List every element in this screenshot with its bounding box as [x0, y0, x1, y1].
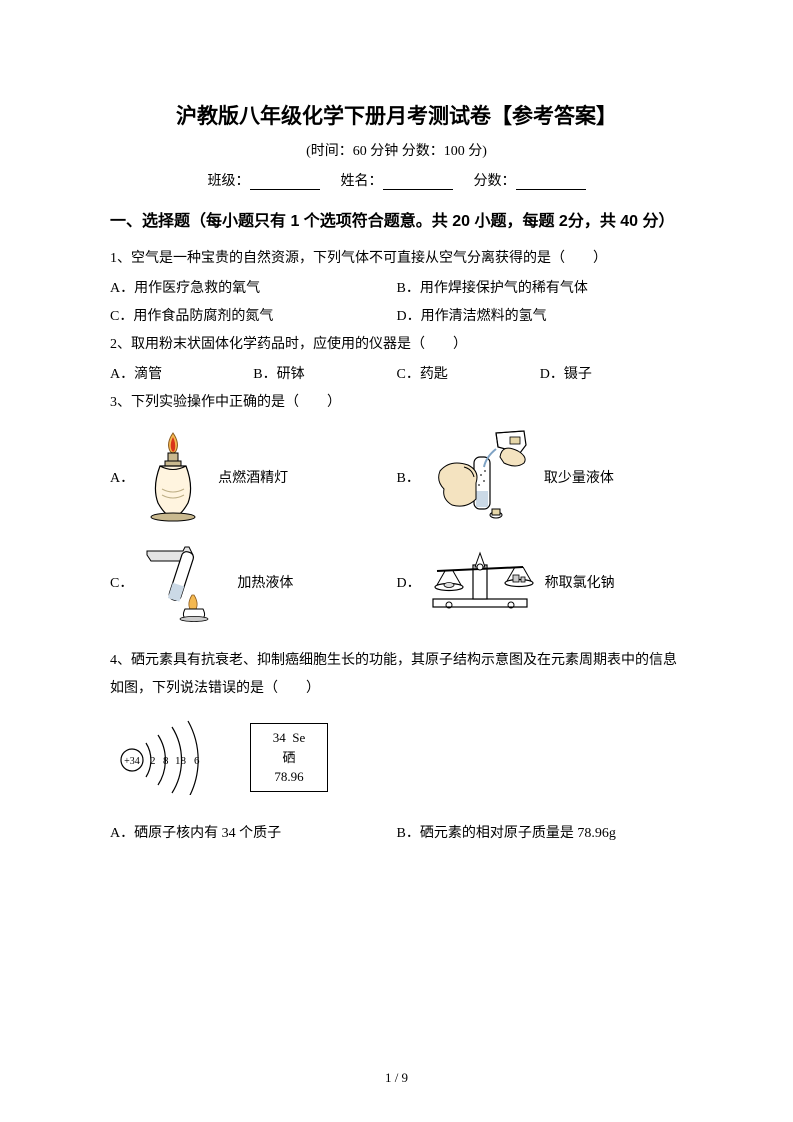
periodic-element-box: 34 Se 硒 78.96 [250, 723, 328, 792]
nucleus-text: +34 [124, 756, 140, 767]
element-mass: 78.96 [251, 767, 327, 787]
class-blank [250, 175, 320, 190]
q3-opt-c: C． 加热液体 [110, 537, 397, 627]
q1-opt-b: B．用作焊接保护气的稀有气体 [397, 275, 684, 303]
element-top-row: 34 Se [251, 728, 327, 748]
q3-b-letter: B． [397, 467, 420, 487]
q1-opt-d: D．用作清洁燃料的氢气 [397, 303, 684, 331]
q1-options-row2: C．用作食品防腐剂的氮气 D．用作清洁燃料的氢气 [110, 303, 683, 331]
q1-options-row1: A．用作医疗急救的氧气 B．用作焊接保护气的稀有气体 [110, 275, 683, 303]
score-label: 分数： [474, 174, 516, 189]
name-label: 姓名： [341, 174, 383, 189]
q4-opt-b: B．硒元素的相对原子质量是 78.96g [397, 820, 684, 848]
class-label: 班级： [208, 174, 250, 189]
q2-options: A．滴管 B．研钵 C．药匙 D．镊子 [110, 361, 683, 389]
page-container: 沪教版八年级化学下册月考测试卷【参考答案】 (时间：60 分钟 分数：100 分… [0, 0, 793, 1122]
atom-structure-icon: +34 2 8 18 6 [110, 715, 220, 800]
shell-1: 2 [150, 755, 156, 767]
q1-opt-a: A．用作医疗急救的氧气 [110, 275, 397, 303]
alcohol-lamp-icon [138, 427, 208, 527]
section-1-header: 一、选择题（每小题只有 1 个选项符合题意。共 20 小题，每题 2分，共 40… [110, 204, 683, 239]
q4-stem: 4、硒元素具有抗衰老、抑制癌细胞生长的功能，其原子结构示意图及在元素周期表中的信… [110, 647, 683, 703]
heating-liquid-icon [137, 537, 227, 627]
q2-opt-c: C．药匙 [397, 361, 540, 389]
q3-a-caption: 点燃酒精灯 [218, 467, 288, 487]
name-blank [383, 175, 453, 190]
score-blank [516, 175, 586, 190]
q2-opt-b: B．研钵 [253, 361, 396, 389]
q3-c-caption: 加热液体 [237, 572, 293, 592]
balance-scale-icon [425, 545, 535, 620]
q3-stem: 3、下列实验操作中正确的是（ ） [110, 389, 683, 417]
exam-title: 沪教版八年级化学下册月考测试卷【参考答案】 [110, 100, 683, 130]
shell-2: 8 [163, 755, 169, 767]
shell-4: 6 [194, 755, 200, 767]
q3-d-letter: D． [397, 572, 421, 592]
q3-image-options: A． 点燃酒精灯 B． [110, 427, 683, 637]
q3-c-letter: C． [110, 572, 133, 592]
q2-opt-a: A．滴管 [110, 361, 253, 389]
exam-subtitle: (时间：60 分钟 分数：100 分) [110, 140, 683, 160]
page-number: 1 / 9 [0, 1070, 793, 1086]
q3-a-letter: A． [110, 467, 134, 487]
q3-d-caption: 称取氯化钠 [545, 572, 615, 592]
q3-opt-b: B． 取少量液体 [397, 427, 684, 527]
pouring-liquid-icon [424, 427, 534, 527]
q4-figure-row: +34 2 8 18 6 34 Se 硒 78.96 [110, 715, 683, 800]
info-line: 班级： 姓名： 分数： [110, 170, 683, 190]
q1-opt-c: C．用作食品防腐剂的氮气 [110, 303, 397, 331]
q1-stem: 1、空气是一种宝贵的自然资源，下列气体不可直接从空气分离获得的是（ ） [110, 245, 683, 273]
element-symbol: Se [292, 730, 305, 745]
shell-3: 18 [175, 755, 187, 767]
q4-opt-a: A．硒原子核内有 34 个质子 [110, 820, 397, 848]
q2-opt-d: D．镊子 [540, 361, 683, 389]
element-name: 硒 [251, 748, 327, 768]
q3-opt-a: A． 点燃酒精灯 [110, 427, 397, 527]
element-number: 34 [273, 730, 286, 745]
q3-b-caption: 取少量液体 [544, 467, 614, 487]
q2-stem: 2、取用粉末状固体化学药品时，应使用的仪器是（ ） [110, 331, 683, 359]
q3-opt-d: D． 称取氯化钠 [397, 545, 684, 620]
q4-options: A．硒原子核内有 34 个质子 B．硒元素的相对原子质量是 78.96g [110, 820, 683, 848]
